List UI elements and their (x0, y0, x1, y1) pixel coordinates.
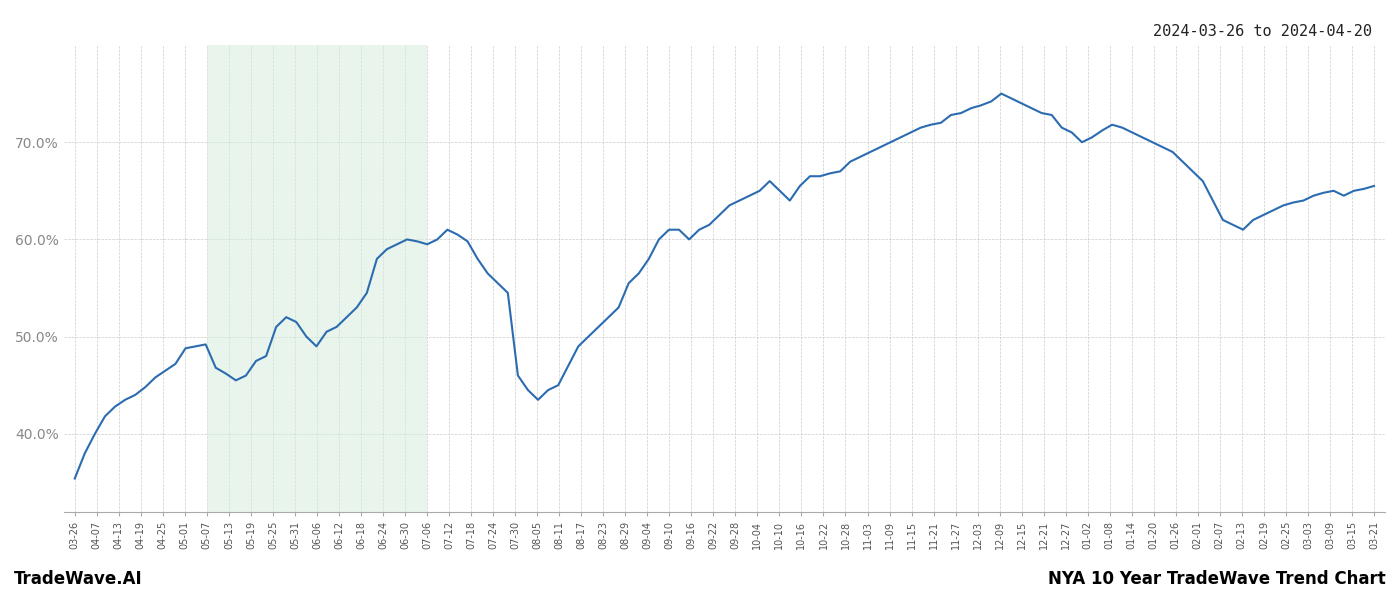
Text: NYA 10 Year TradeWave Trend Chart: NYA 10 Year TradeWave Trend Chart (1049, 570, 1386, 588)
Text: TradeWave.AI: TradeWave.AI (14, 570, 143, 588)
Text: 2024-03-26 to 2024-04-20: 2024-03-26 to 2024-04-20 (1154, 24, 1372, 39)
Bar (207, 45, 427, 512)
